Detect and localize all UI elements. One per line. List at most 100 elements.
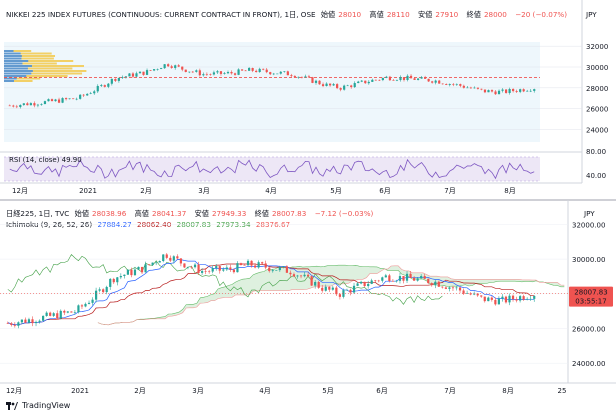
candle bbox=[24, 319, 27, 323]
candle bbox=[64, 98, 68, 100]
time-tick: 12月 bbox=[6, 387, 22, 395]
candle bbox=[188, 71, 191, 73]
candle bbox=[406, 75, 409, 80]
low-value: 27949.33 bbox=[211, 209, 247, 218]
high-value: 28041.37 bbox=[152, 209, 187, 218]
candle bbox=[466, 87, 469, 89]
volume-profile-bar bbox=[4, 80, 14, 82]
candle bbox=[86, 93, 89, 96]
top-chart-legend: NIKKEI 225 INDEX FUTURES (CONTINUOUS: CU… bbox=[6, 10, 570, 20]
candle bbox=[378, 79, 381, 81]
candle bbox=[314, 281, 317, 286]
candle bbox=[434, 281, 437, 286]
high-label: 高値 bbox=[134, 209, 149, 218]
candle bbox=[480, 88, 483, 90]
candle bbox=[193, 264, 197, 268]
candle bbox=[346, 85, 349, 87]
charts-canvas[interactable]: 32000 30000 28000 26000 24000 RSI (14, close)… bbox=[0, 0, 616, 400]
candle bbox=[262, 68, 265, 70]
top-symbol-title[interactable]: NIKKEI 225 INDEX FUTURES (CONTINUOUS: CU… bbox=[6, 10, 316, 19]
candle bbox=[198, 70, 201, 76]
change-value: −7.12 (−0.03%) bbox=[314, 209, 374, 218]
time-tick: 8月 bbox=[502, 387, 513, 395]
time-tick: 3月 bbox=[198, 187, 209, 195]
candle bbox=[95, 290, 98, 300]
candle bbox=[116, 277, 119, 283]
candle bbox=[357, 81, 360, 84]
candle bbox=[476, 293, 479, 296]
time-tick: 7月 bbox=[444, 387, 455, 395]
candle bbox=[209, 74, 212, 75]
candle bbox=[6, 323, 9, 324]
candle bbox=[42, 315, 45, 321]
candle bbox=[438, 80, 441, 84]
candle bbox=[526, 298, 529, 300]
candle bbox=[292, 274, 296, 277]
candle bbox=[451, 287, 455, 289]
candle bbox=[244, 70, 247, 72]
candle bbox=[8, 105, 11, 107]
candle bbox=[82, 94, 85, 96]
time-tick: 2021 bbox=[71, 387, 89, 395]
candle bbox=[529, 298, 532, 300]
volume-profile-bar bbox=[4, 75, 68, 77]
volume-profile-bar bbox=[4, 57, 22, 60]
close-value: 28007.83 bbox=[271, 209, 307, 218]
candle bbox=[494, 91, 497, 95]
candle bbox=[343, 85, 346, 90]
candle bbox=[445, 84, 448, 85]
candle bbox=[110, 78, 113, 84]
candle bbox=[360, 80, 363, 82]
candle bbox=[459, 84, 462, 86]
candle bbox=[391, 280, 394, 282]
candle bbox=[205, 74, 208, 75]
candle bbox=[483, 89, 487, 93]
candle bbox=[179, 258, 182, 264]
candle bbox=[195, 70, 198, 72]
time-tick: 2021 bbox=[79, 187, 97, 195]
time-tick: 25 bbox=[558, 387, 567, 395]
top-plot-area[interactable] bbox=[4, 42, 540, 142]
price-tag bbox=[569, 286, 613, 307]
candle bbox=[268, 267, 271, 272]
candle bbox=[508, 88, 511, 93]
candle bbox=[324, 286, 327, 291]
candle bbox=[61, 98, 64, 103]
candle bbox=[321, 84, 325, 87]
candle bbox=[311, 77, 314, 83]
candle bbox=[40, 104, 43, 105]
candle bbox=[299, 275, 303, 277]
candle bbox=[352, 285, 356, 293]
candle bbox=[332, 84, 335, 86]
volume-profile-bar bbox=[4, 70, 33, 72]
candle bbox=[310, 276, 313, 286]
candle bbox=[279, 71, 282, 74]
change-value: −20 (−0.07%) bbox=[515, 10, 568, 19]
candle bbox=[229, 267, 232, 270]
volume-profile-bar bbox=[4, 67, 28, 70]
candle bbox=[533, 89, 536, 91]
candle bbox=[285, 266, 288, 273]
candle bbox=[483, 296, 486, 302]
candle bbox=[126, 269, 129, 275]
rsi-line bbox=[9, 158, 535, 180]
candle bbox=[250, 260, 253, 266]
volume-profile-bar bbox=[4, 60, 29, 62]
candle bbox=[328, 286, 331, 290]
candle bbox=[170, 66, 173, 68]
candle bbox=[420, 276, 423, 279]
candle bbox=[123, 274, 126, 277]
candle bbox=[480, 295, 483, 297]
candle bbox=[144, 264, 147, 273]
candle bbox=[367, 81, 370, 84]
candle bbox=[255, 70, 258, 73]
bottom-symbol-title[interactable]: 日経225, 1日, TVC bbox=[6, 209, 70, 218]
candle bbox=[107, 83, 110, 87]
candle bbox=[487, 90, 490, 93]
candle bbox=[402, 276, 405, 281]
candle bbox=[413, 78, 416, 80]
candle bbox=[151, 262, 154, 265]
footer[interactable]: TradingView bbox=[6, 401, 70, 410]
candle bbox=[269, 72, 272, 75]
candle bbox=[251, 68, 254, 71]
